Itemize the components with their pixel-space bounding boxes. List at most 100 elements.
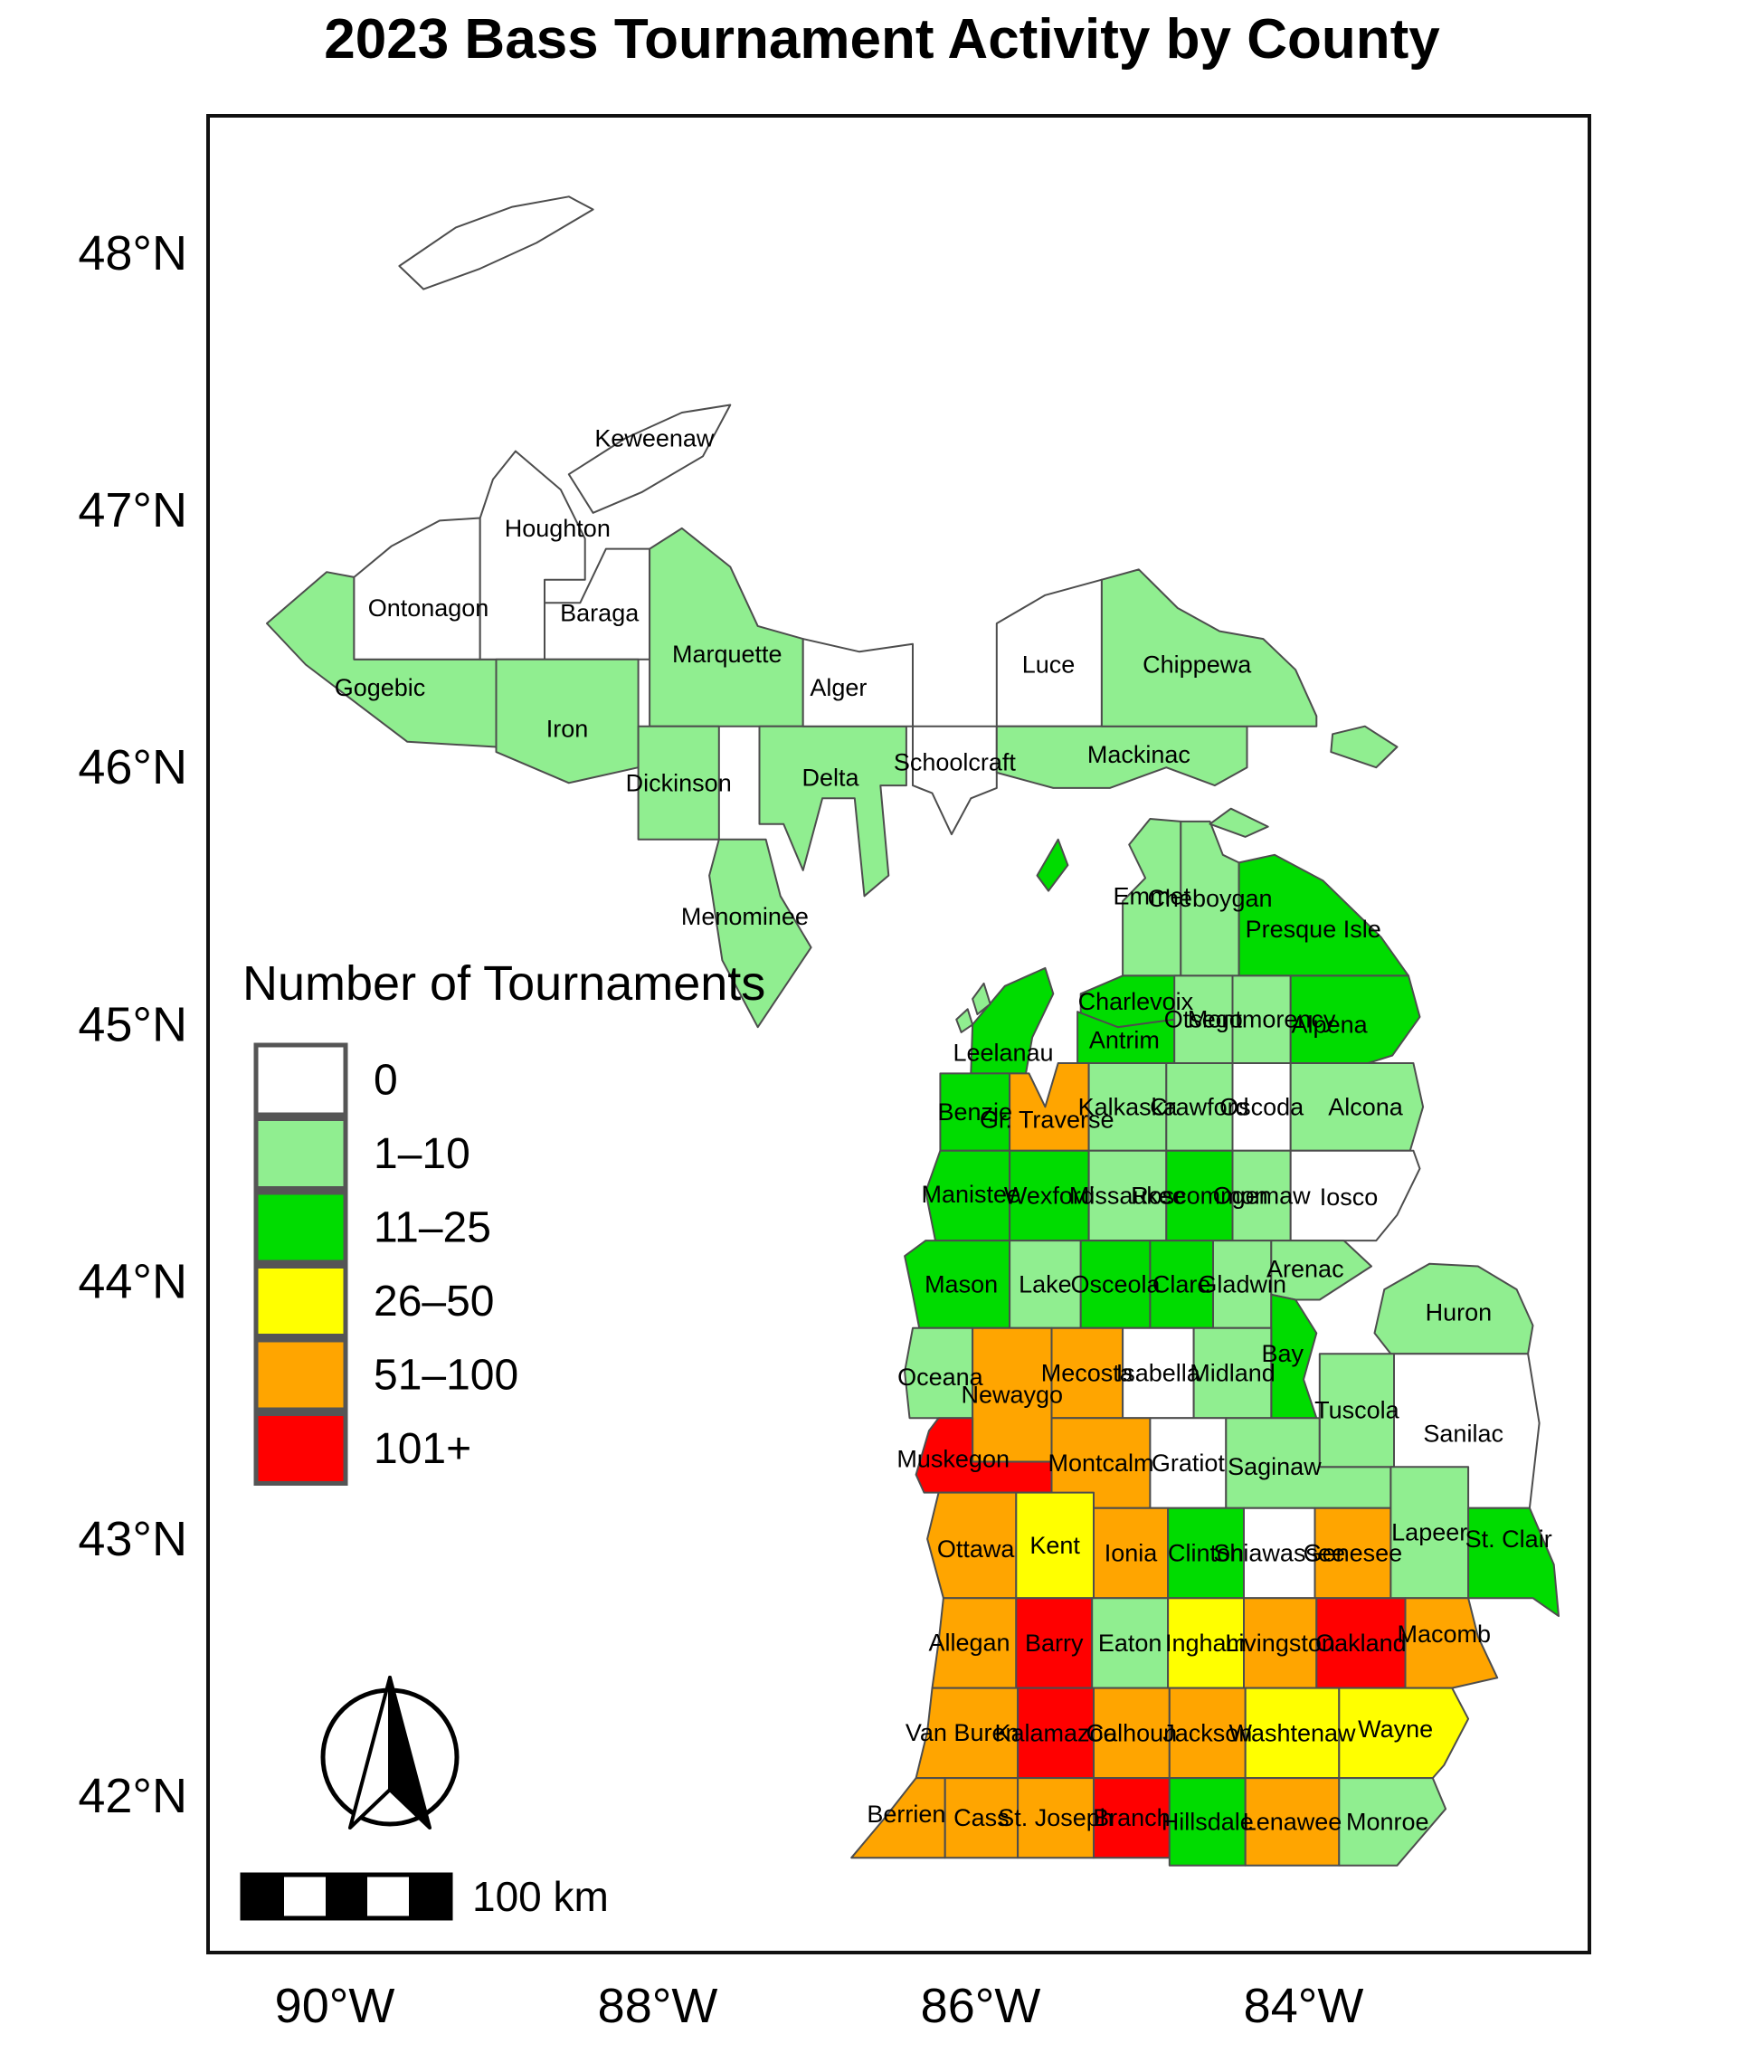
county-label-saginaw: Saginaw	[1228, 1453, 1322, 1480]
county-label-alger: Alger	[810, 674, 867, 701]
county-label-gr-traverse: Gr. Traverse	[980, 1107, 1114, 1134]
county-label-oceana: Oceana	[897, 1364, 984, 1391]
county-label-iron: Iron	[546, 716, 589, 743]
county-label-antrim: Antrim	[1089, 1027, 1160, 1054]
county-label-newaygo: Newaygo	[962, 1382, 1064, 1409]
county-label-baraga: Baraga	[560, 600, 640, 627]
legend-label-26-50: 26–50	[374, 1278, 494, 1326]
y-axis-tick-44: 44°N	[78, 1255, 187, 1309]
county-label-schoolcraft: Schoolcraft	[894, 749, 1017, 776]
legend-swatch-26-50	[253, 1264, 348, 1338]
county-leelanau	[970, 966, 1055, 1075]
county-label-st-joseph: St. Joseph	[998, 1804, 1114, 1831]
county-label-shiawassee: Shiawassee	[1213, 1539, 1345, 1566]
county-label-monroe: Monroe	[1346, 1808, 1429, 1835]
county-label-marquette: Marquette	[672, 641, 782, 668]
legend-label-11-25: 11–25	[374, 1204, 491, 1252]
legend-swatch-51-100	[253, 1337, 348, 1412]
county-label-wexford: Wexford	[1004, 1182, 1095, 1209]
county-label-gratiot: Gratiot	[1152, 1449, 1226, 1477]
legend-label-101: 101+	[374, 1425, 471, 1473]
county-alger	[801, 638, 914, 727]
county-label-branch: Branch	[1093, 1804, 1171, 1831]
county-label-leelanau: Leelanau	[953, 1040, 1053, 1067]
county-label-calhoun: Calhoun	[1086, 1719, 1178, 1746]
county-label-midland: Midland	[1190, 1360, 1276, 1387]
county-label-ionia: Ionia	[1105, 1539, 1159, 1566]
county-berrien	[850, 1777, 946, 1859]
legend-label-1-10: 1–10	[374, 1130, 470, 1178]
county-label-montmorency: Montmorency	[1188, 1006, 1336, 1033]
county-label-luce: Luce	[1022, 651, 1076, 679]
y-axis-tick-43: 43°N	[78, 1512, 187, 1566]
county-label-allegan: Allegan	[928, 1630, 1010, 1657]
island-beaver-island	[1036, 838, 1069, 892]
legend-swatch-11-25	[253, 1190, 348, 1265]
county-label-oscoda: Oscoda	[1219, 1093, 1304, 1120]
county-label-menominee: Menominee	[681, 903, 809, 930]
legend-swatch-1-10	[253, 1117, 348, 1191]
legend-label-0: 0	[374, 1057, 398, 1105]
county-label-bay: Bay	[1262, 1340, 1304, 1367]
page-title: 2023 Bass Tournament Activity by County	[324, 8, 1440, 71]
county-label-iosco: Iosco	[1320, 1183, 1379, 1211]
county-label-barry: Barry	[1025, 1630, 1084, 1657]
county-label-wayne: Wayne	[1358, 1716, 1433, 1743]
north-arrow-needle	[388, 1676, 432, 1830]
county-chippewa	[1100, 568, 1318, 727]
county-label-ingham: Ingham	[1165, 1630, 1247, 1657]
county-label-ottawa: Ottawa	[937, 1535, 1016, 1563]
county-marquette	[649, 527, 804, 727]
county-label-alpena: Alpena	[1292, 1011, 1369, 1038]
county-label-kalamazoo: Kalamazoo	[994, 1719, 1116, 1746]
legend-swatch-101	[253, 1411, 348, 1486]
y-axis-tick-47: 47°N	[78, 483, 187, 537]
island-north-manitou	[972, 982, 991, 1015]
county-label-oakland: Oakland	[1315, 1630, 1407, 1657]
county-label-benzie: Benzie	[938, 1098, 1013, 1126]
county-label-mecosta: Mecosta	[1041, 1360, 1134, 1387]
county-label-kalkaska: Kalkaska	[1078, 1093, 1179, 1120]
county-label-houghton: Houghton	[505, 515, 611, 542]
county-label-eaton: Eaton	[1098, 1630, 1162, 1657]
county-label-roscommon: Roscommon	[1131, 1182, 1268, 1209]
county-label-presque-isle: Presque Isle	[1246, 916, 1381, 943]
county-label-gogebic: Gogebic	[335, 674, 426, 701]
county-monroe	[1338, 1777, 1447, 1867]
island-south-manitou	[955, 1008, 974, 1033]
county-label-hillsdale: Hillsdale	[1162, 1808, 1254, 1835]
county-label-tuscola: Tuscola	[1314, 1397, 1400, 1424]
scale-bar-segment-4	[367, 1875, 409, 1918]
scale-bar-outline	[240, 1872, 453, 1921]
county-label-mason: Mason	[925, 1270, 998, 1297]
y-axis-tick-46: 46°N	[78, 740, 187, 794]
county-label-missaukee: Missaukee	[1069, 1182, 1186, 1209]
county-label-huron: Huron	[1426, 1299, 1493, 1326]
county-label-dickinson: Dickinson	[626, 769, 732, 796]
county-label-washtenaw: Washtenaw	[1228, 1719, 1356, 1746]
county-label-ontonagon: Ontonagon	[368, 594, 489, 622]
scale-bar-segment-1	[242, 1875, 284, 1918]
county-label-kent: Kent	[1029, 1532, 1080, 1559]
county-label-gladwin: Gladwin	[1198, 1270, 1286, 1297]
county-label-chippewa: Chippewa	[1143, 651, 1252, 679]
county-label-osceola: Osceola	[1070, 1270, 1161, 1297]
county-label-cheboygan: Cheboygan	[1147, 885, 1272, 912]
scale-bar-label: 100 km	[472, 1873, 609, 1920]
island-bois-blanc	[1209, 807, 1269, 838]
county-label-clare: Clare	[1152, 1270, 1211, 1297]
legend-title: Number of Tournaments	[242, 956, 765, 1011]
county-schoolcraft	[912, 725, 998, 836]
county-label-lenawee: Lenawee	[1243, 1808, 1342, 1835]
county-iosco	[1289, 1149, 1421, 1242]
county-label-mackinac: Mackinac	[1087, 741, 1190, 768]
county-label-crawford: Crawford	[1150, 1093, 1249, 1120]
county-keweenaw	[567, 404, 732, 514]
county-label-sanilac: Sanilac	[1423, 1420, 1503, 1447]
county-label-lake: Lake	[1019, 1270, 1072, 1297]
y-axis-tick-45: 45°N	[78, 997, 187, 1051]
county-label-cass: Cass	[953, 1804, 1010, 1831]
county-label-jackson: Jackson	[1162, 1719, 1252, 1746]
